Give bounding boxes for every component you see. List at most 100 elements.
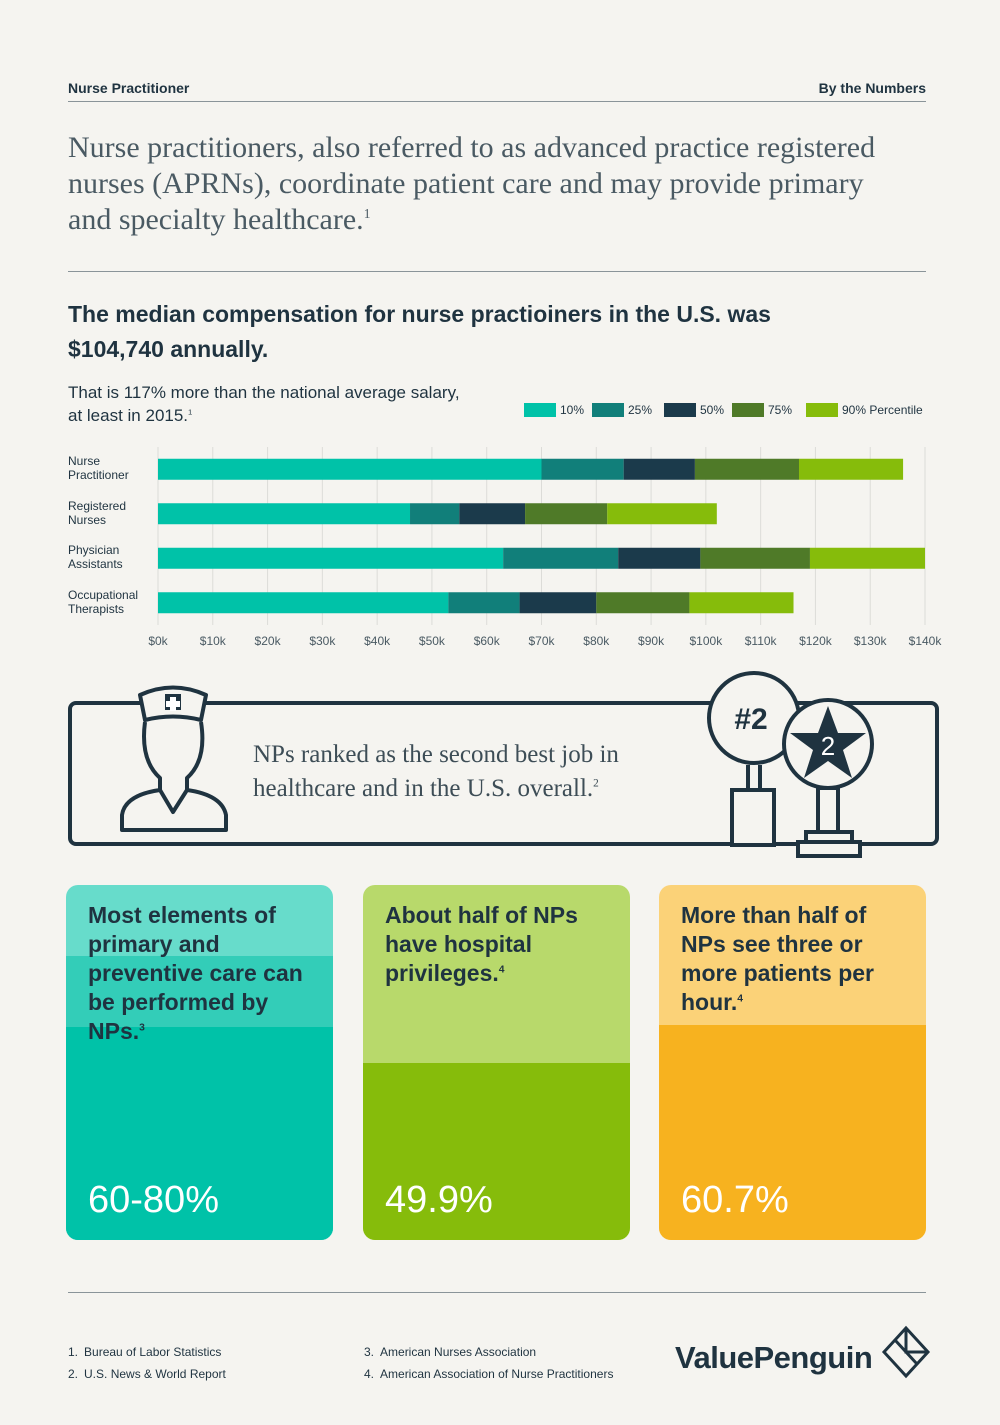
bar-segment xyxy=(541,458,624,480)
nurse-icon xyxy=(120,685,228,832)
x-tick-label: $90k xyxy=(638,634,665,648)
bar-segment xyxy=(158,592,449,614)
intro: Nurse practitioners, also referred to as… xyxy=(68,130,898,238)
stat-card: Most elements of primary and preventive … xyxy=(66,885,333,1240)
footnote-ref: 3 xyxy=(139,1022,145,1034)
intro-text: Nurse practitioners, also referred to as… xyxy=(68,131,876,236)
rule xyxy=(68,1292,926,1293)
footnote-text: Bureau of Labor Statistics xyxy=(84,1345,222,1359)
legend-swatch xyxy=(806,403,838,417)
footnote-ref: 4 xyxy=(498,964,505,976)
x-tick-label: $120k xyxy=(799,634,833,648)
x-tick-label: $30k xyxy=(309,634,336,648)
card-sentence: About half of NPs have hospital privileg… xyxy=(385,902,578,986)
bar-segment xyxy=(618,547,701,569)
legend-label: 90% Percentile xyxy=(842,403,923,417)
card-text: Most elements of primary and preventive … xyxy=(88,901,313,1046)
header-left: Nurse Practitioner xyxy=(68,80,190,96)
x-tick-label: $70k xyxy=(528,634,555,648)
footnote-num: 1. xyxy=(68,1345,79,1359)
x-tick-label: $20k xyxy=(255,634,282,648)
category-label: Physician Assistants xyxy=(68,543,123,572)
bar-segment xyxy=(448,592,520,614)
category-label: Nurse Practitioner xyxy=(68,454,129,483)
bar-segment xyxy=(158,503,411,525)
rule xyxy=(68,101,926,102)
card-sentence: Most elements of primary and preventive … xyxy=(88,902,303,1044)
bar-segment xyxy=(700,547,810,569)
stat-card: About half of NPs have hospital privileg… xyxy=(363,885,630,1240)
bar-segment xyxy=(694,458,799,480)
legend-label: 75% xyxy=(768,403,792,417)
bar-segment xyxy=(809,547,925,569)
bar-segment xyxy=(798,458,904,480)
footnote-ref: 1 xyxy=(188,407,193,417)
badge-label: #2 xyxy=(734,703,767,736)
bar-segment xyxy=(410,503,460,525)
footnote: 2. U.S. News & World Report xyxy=(68,1367,226,1381)
legend-swatch xyxy=(664,403,696,417)
logo: ValuePenguin xyxy=(675,1340,873,1375)
chart-subtitle: That is 117% more than the national aver… xyxy=(68,381,468,427)
bar-segment xyxy=(459,503,526,525)
banner-sentence: NPs ranked as the second best job in hea… xyxy=(253,741,619,802)
legend-label: 10% xyxy=(560,403,584,417)
footnote-text: U.S. News & World Report xyxy=(84,1367,226,1381)
header-right: By the Numbers xyxy=(818,80,926,96)
card-fill xyxy=(363,1062,630,1240)
bar-segment xyxy=(158,458,542,480)
star-badge-label: 2 xyxy=(821,731,835,761)
legend-swatch xyxy=(732,403,764,417)
footnote-num: 3. xyxy=(364,1345,375,1359)
footnote-ref: 1 xyxy=(363,206,371,221)
footnote-ref: 4 xyxy=(737,993,743,1005)
footnote-num: 4. xyxy=(364,1367,375,1381)
badge-icons xyxy=(707,671,874,858)
card-fill xyxy=(66,1027,333,1240)
card-text: More than half of NPs see three or more … xyxy=(681,901,906,1017)
x-tick-label: $100k xyxy=(690,634,724,648)
footnote-num: 2. xyxy=(68,1367,79,1381)
category-label: Occupational Therapists xyxy=(68,587,139,616)
chart-title: The median compensation for nurse practi… xyxy=(68,301,771,362)
card-stat: 60-80% xyxy=(88,1179,219,1221)
footnote-ref: 2 xyxy=(593,777,599,790)
bar-segment xyxy=(525,503,608,525)
footnote-text: American Nurses Association xyxy=(380,1345,537,1359)
subtitle-text: That is 117% more than the national aver… xyxy=(68,383,460,425)
x-tick-label: $80k xyxy=(583,634,610,648)
legend-label: 25% xyxy=(628,403,652,417)
bar-segment xyxy=(623,458,695,480)
x-tick-label: $110k xyxy=(745,634,778,648)
bar-segment xyxy=(503,547,619,569)
banner-text: NPs ranked as the second best job in hea… xyxy=(253,738,693,806)
bar-segment xyxy=(158,547,504,569)
legend-label: 50% xyxy=(700,403,724,417)
footnote: 1. Bureau of Labor Statistics xyxy=(68,1345,221,1359)
footnote-text: American Association of Nurse Practition… xyxy=(380,1367,614,1381)
x-tick-label: $10k xyxy=(200,634,227,648)
stat-card: More than half of NPs see three or more … xyxy=(659,885,926,1240)
x-tick-label: $130k xyxy=(854,634,888,648)
card-fill xyxy=(659,1024,926,1240)
bar-segment xyxy=(596,592,690,614)
footnote: 4. American Association of Nurse Practiti… xyxy=(364,1367,613,1381)
card-stat: 49.9% xyxy=(385,1179,493,1221)
x-tick-label: $60k xyxy=(474,634,501,648)
footnote: 3. American Nurses Association xyxy=(364,1345,536,1359)
x-tick-label: $40k xyxy=(364,634,391,648)
bar-segment xyxy=(519,592,597,614)
x-tick-label: $0k xyxy=(148,634,168,648)
bar-segment xyxy=(607,503,717,525)
bar-segment xyxy=(689,592,794,614)
banner-frame xyxy=(68,701,939,846)
card-stat: 60.7% xyxy=(681,1179,789,1221)
card-sentence: More than half of NPs see three or more … xyxy=(681,902,874,1015)
legend-swatch xyxy=(524,403,556,417)
rule xyxy=(68,271,926,272)
card-text: About half of NPs have hospital privileg… xyxy=(385,901,610,988)
logo-icon xyxy=(881,1325,931,1379)
x-tick-label: $140k xyxy=(909,634,943,648)
